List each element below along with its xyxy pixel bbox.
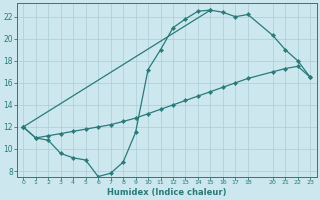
X-axis label: Humidex (Indice chaleur): Humidex (Indice chaleur)	[107, 188, 227, 197]
